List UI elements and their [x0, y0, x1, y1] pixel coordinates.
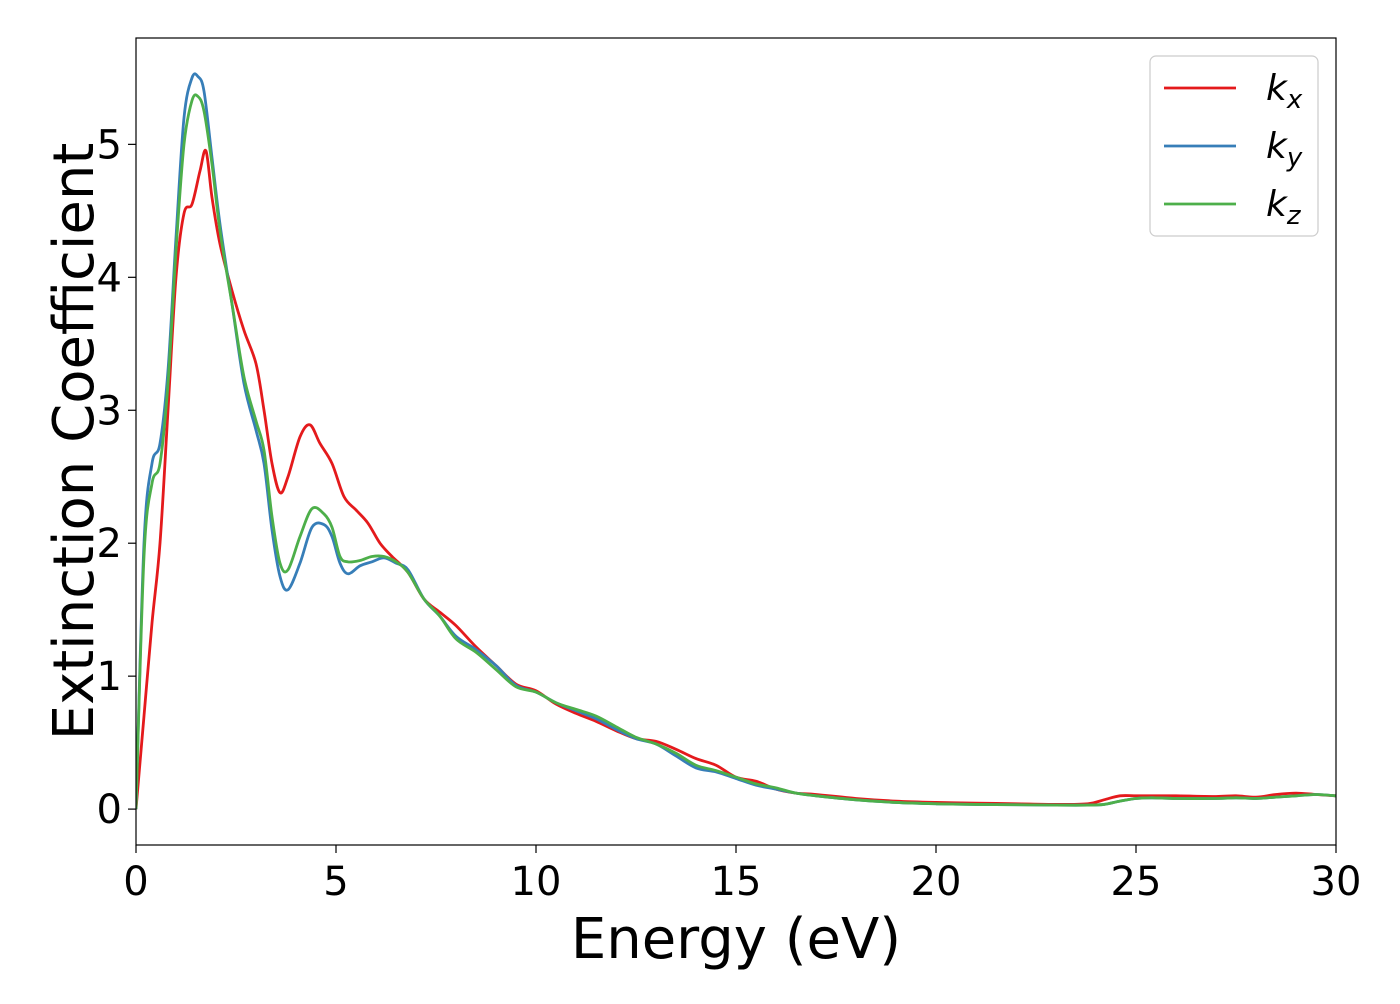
y-tick-label: 5	[97, 122, 122, 168]
x-tick-label: 15	[711, 859, 762, 905]
x-tick-label: 10	[511, 859, 562, 905]
legend-item-z: kz	[1164, 184, 1302, 231]
y-tick-label: 1	[97, 654, 122, 700]
x-tick-label: 5	[323, 859, 348, 905]
series-line-z	[136, 93, 1336, 810]
legend: kx ky kz	[1149, 55, 1319, 237]
y-axis-title: Extinction Coefficient	[42, 143, 107, 741]
series-line-x	[136, 148, 1336, 810]
legend-label: kz	[1266, 184, 1302, 231]
y-tick-label: 2	[97, 521, 122, 567]
legend-label: kx	[1266, 68, 1303, 115]
legend-item-x: kx	[1164, 68, 1303, 115]
y-tick-label: 4	[97, 255, 122, 301]
legend-label: ky	[1266, 126, 1303, 173]
axis-ticks: 0 5 10 15 20 25 30 0 1 2 3 4 5	[97, 122, 1362, 905]
y-tick-label: 3	[97, 388, 122, 434]
y-tick-label: 0	[97, 787, 122, 833]
x-tick-label: 25	[1111, 859, 1162, 905]
x-tick-label: 0	[123, 859, 148, 905]
x-tick-label: 20	[911, 859, 962, 905]
series-layer	[136, 72, 1336, 810]
x-axis-title: Energy (eV)	[571, 907, 901, 972]
legend-item-y: ky	[1164, 126, 1303, 173]
x-tick-label: 30	[1311, 859, 1362, 905]
